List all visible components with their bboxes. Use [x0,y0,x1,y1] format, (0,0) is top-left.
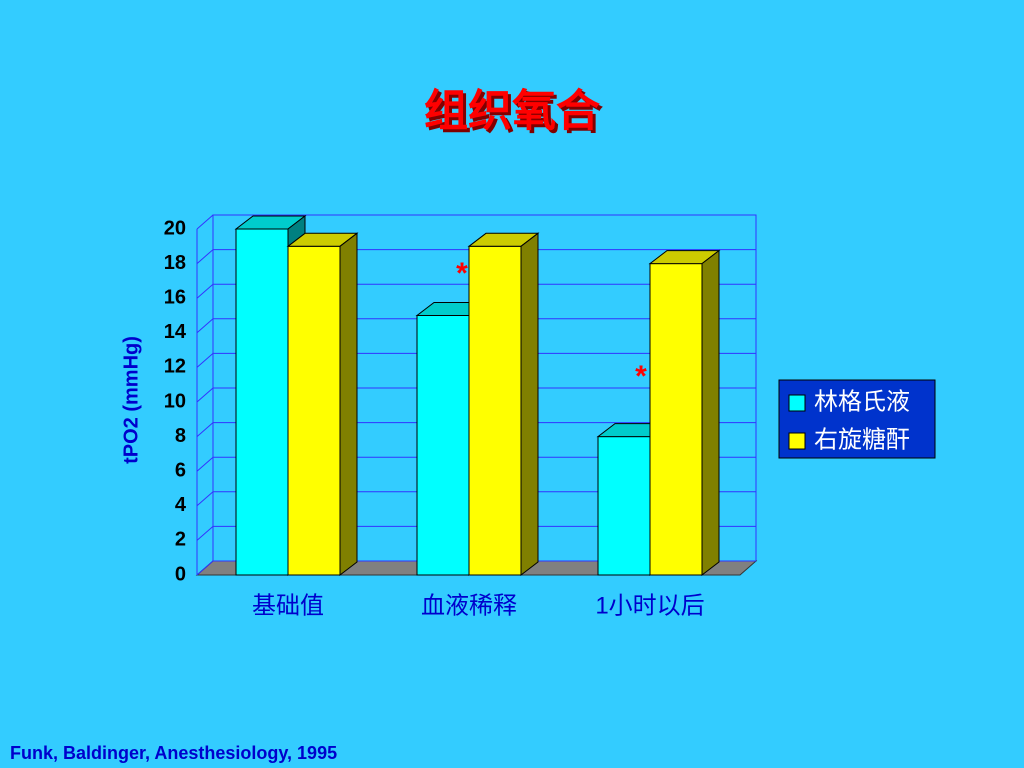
grid-line-side [196,318,214,334]
grid-line-side [196,560,214,576]
x-tick-label: 血液稀释 [421,592,517,619]
y-tick-label: 10 [164,390,186,412]
significance-mark: * [635,360,647,393]
y-tick-label: 20 [164,217,186,239]
significance-mark: * [456,257,468,290]
y-tick-label: 0 [175,563,186,585]
grid-line-side [196,353,214,368]
grid-line-side [196,283,214,299]
bar [235,228,289,576]
bar-side [520,232,539,577]
y-tick-label: 18 [164,252,186,274]
grid-line-side [196,214,214,230]
bar [468,245,522,576]
bar [597,436,651,576]
y-tick-label: 14 [164,321,187,343]
bar [287,245,341,576]
y-tick-label: 12 [164,356,186,378]
grid-line-side [196,387,214,403]
grid-line-side [196,526,214,541]
legend-swatch [788,432,806,450]
chart-title: 组织氧合 [424,87,600,136]
y-tick-label: 16 [164,286,186,308]
legend-swatch [788,394,806,412]
grid-line-side [196,456,214,472]
legend-label: 右旋糖酐 [814,426,910,453]
bar-side [701,249,720,577]
grid-line-side [196,491,214,507]
bar [649,263,703,576]
chart-title-shadow: 组织氧合 [427,90,603,139]
legend-label: 林格氏液 [814,388,910,415]
y-axis-label: tPO2 (mmHg) [120,336,142,464]
x-tick-label: 基础值 [252,592,324,619]
bar [416,315,470,576]
grid-line-side [196,249,214,264]
x-tick-label: 1小时以后 [595,592,704,619]
source: Funk, Baldinger, Anesthesiology, 1995 [10,743,337,763]
bar-side [339,232,358,577]
y-tick-label: 4 [175,494,187,516]
grid-line-side [196,422,214,437]
y-tick-label: 6 [175,459,186,481]
y-tick-label: 2 [175,529,186,551]
y-tick-label: 8 [175,425,186,447]
